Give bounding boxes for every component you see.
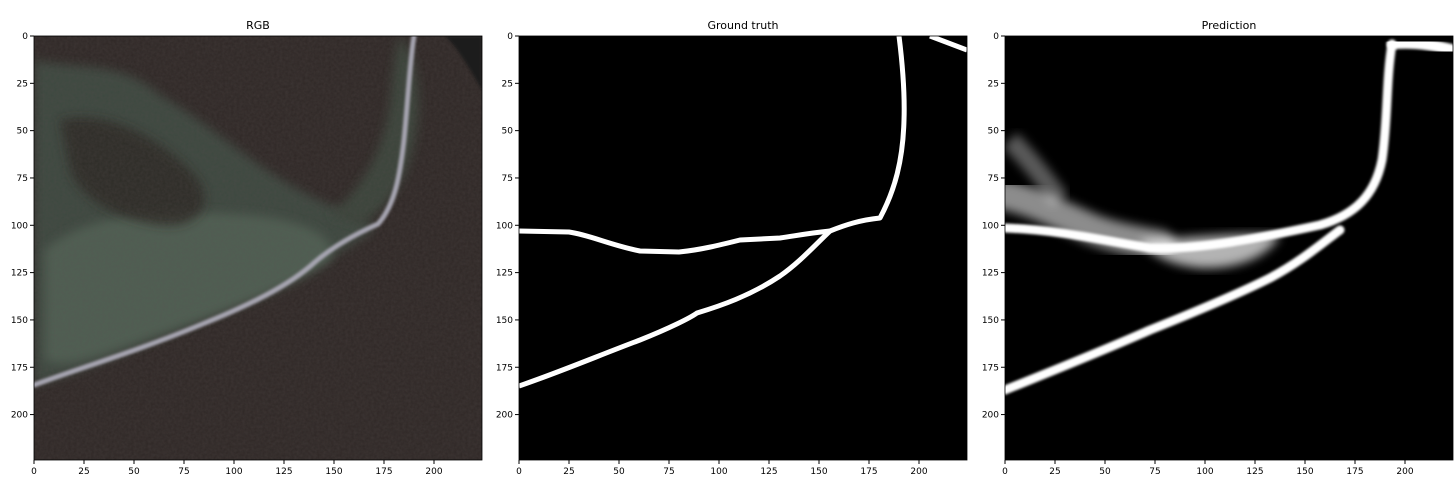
- y-tick-label: 0: [507, 32, 513, 42]
- x-tick-label: 75: [178, 467, 189, 477]
- x-tick-label: 125: [1246, 467, 1263, 477]
- y-tick-label: 175: [11, 363, 28, 373]
- y-tick-label: 175: [496, 363, 513, 373]
- x-tick-label: 100: [1196, 467, 1213, 477]
- x-tick-label: 100: [225, 467, 242, 477]
- y-tick-label: 50: [988, 127, 1000, 137]
- ground-truth-panel: Ground truth 0 25 50 75 100 125 150 175 200 0 25 50…: [496, 19, 968, 477]
- x-tick-label: 150: [1296, 467, 1313, 477]
- x-tick-label: 125: [275, 467, 292, 477]
- y-tick-label: 0: [993, 32, 999, 42]
- y-tick-label: 200: [982, 411, 999, 421]
- y-tick-label: 200: [11, 411, 28, 421]
- x-tick-label: 200: [425, 467, 442, 477]
- x-tick-label: 50: [613, 467, 625, 477]
- y-tick-label: 0: [22, 32, 28, 42]
- x-tick-label: 0: [516, 467, 522, 477]
- x-tick-label: 150: [325, 467, 342, 477]
- y-tick-label: 200: [496, 411, 513, 421]
- y-tick-label: 150: [982, 316, 999, 326]
- panel-title: RGB: [246, 19, 270, 32]
- y-tick-label: 25: [502, 79, 513, 89]
- y-tick-label: 125: [496, 269, 513, 279]
- x-tick-label: 25: [1049, 467, 1060, 477]
- panel-title: Prediction: [1202, 19, 1257, 32]
- x-tick-label: 125: [760, 467, 777, 477]
- ground-truth-mask: [519, 36, 967, 460]
- prediction-map: [1005, 36, 1453, 460]
- y-tick-label: 75: [502, 174, 513, 184]
- y-tick-label: 125: [982, 269, 999, 279]
- x-tick-label: 50: [128, 467, 140, 477]
- y-tick-label: 125: [11, 269, 28, 279]
- rgb-image: [34, 36, 482, 460]
- x-tick-label: 75: [1149, 467, 1160, 477]
- x-tick-label: 25: [563, 467, 574, 477]
- y-tick-label: 50: [17, 127, 29, 137]
- y-tick-label: 75: [988, 174, 999, 184]
- prediction-axes: 0 25 50 75 100 125 150 175 200 0 25 50 75 100 125 150 17…: [982, 32, 1414, 477]
- x-tick-label: 175: [1346, 467, 1363, 477]
- y-tick-label: 75: [17, 174, 28, 184]
- y-tick-label: 100: [982, 221, 999, 231]
- y-tick-label: 25: [17, 79, 28, 89]
- y-tick-label: 50: [502, 127, 514, 137]
- x-tick-label: 200: [910, 467, 927, 477]
- y-tick-label: 100: [11, 221, 28, 231]
- x-tick-label: 175: [375, 467, 392, 477]
- x-tick-label: 0: [1002, 467, 1008, 477]
- x-tick-label: 150: [810, 467, 827, 477]
- y-tick-label: 175: [982, 363, 999, 373]
- x-tick-label: 0: [31, 467, 37, 477]
- y-tick-label: 100: [496, 221, 513, 231]
- x-tick-label: 200: [1396, 467, 1413, 477]
- prediction-panel: Prediction 0 25 50 75 100 125 150 175 200 0 25 50 75…: [982, 19, 1454, 477]
- ground-truth-axes: 0 25 50 75 100 125 150 175 200 0 25 50 75 100 125 150 17…: [496, 32, 928, 477]
- y-tick-label: 150: [11, 316, 28, 326]
- x-tick-label: 75: [663, 467, 674, 477]
- rgb-panel: RGB 0 25 50 75 100 125 150 175 200 0 25 50 75 100 125 1…: [11, 19, 483, 477]
- x-tick-label: 175: [860, 467, 877, 477]
- y-tick-label: 25: [988, 79, 999, 89]
- x-tick-label: 100: [710, 467, 727, 477]
- x-tick-label: 50: [1099, 467, 1111, 477]
- x-tick-label: 25: [78, 467, 89, 477]
- y-tick-label: 150: [496, 316, 513, 326]
- rgb-axes: 0 25 50 75 100 125 150 175 200 0 25 50 75 100 125 150 17…: [11, 32, 443, 477]
- panel-title: Ground truth: [707, 19, 778, 32]
